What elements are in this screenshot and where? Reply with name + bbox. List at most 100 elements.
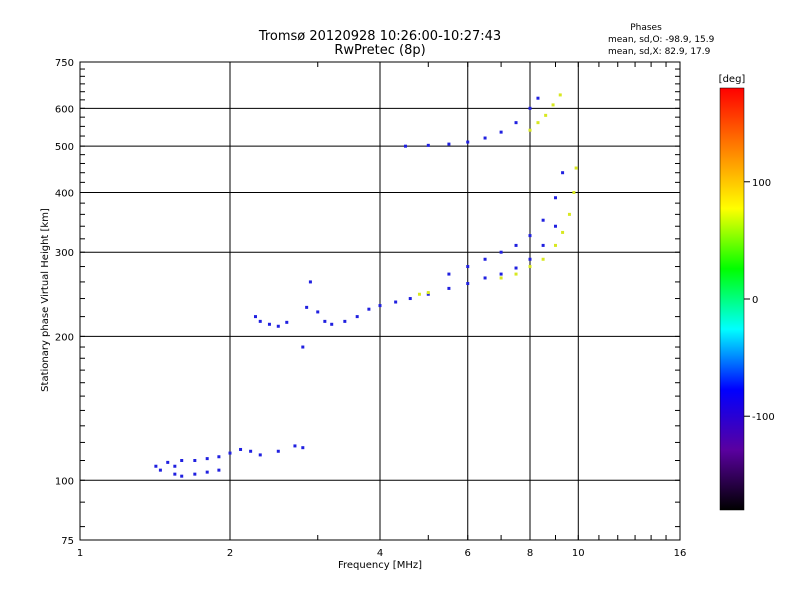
data-point xyxy=(173,464,177,468)
y-tick-label: 400 xyxy=(55,188,74,199)
data-point xyxy=(567,212,571,216)
data-point xyxy=(258,319,262,323)
data-point xyxy=(528,234,532,238)
data-point xyxy=(417,292,421,296)
chart-title: Tromsø 20120928 10:26:00-10:27:43 xyxy=(258,29,501,44)
data-point xyxy=(541,243,545,247)
axis-ticks: 1 2 4 6 8 10 16 75 100 200 300 400 500 600 750 xyxy=(55,58,686,559)
data-point xyxy=(499,250,503,254)
data-point xyxy=(561,171,565,175)
data-point xyxy=(367,307,371,311)
data-point xyxy=(514,272,518,276)
data-point xyxy=(173,472,177,476)
data-point xyxy=(253,315,257,319)
data-point xyxy=(276,449,280,453)
data-point xyxy=(447,272,451,276)
data-point xyxy=(308,280,312,284)
grid-lines xyxy=(80,62,680,540)
data-point xyxy=(541,257,545,261)
data-point xyxy=(528,128,532,132)
x-tick-label: 4 xyxy=(377,548,383,559)
colorbar-label: [deg] xyxy=(719,74,746,85)
data-point xyxy=(267,322,271,326)
x-tick-label: 16 xyxy=(674,548,687,559)
data-point xyxy=(483,276,487,280)
data-point xyxy=(553,224,557,228)
data-point xyxy=(258,453,262,457)
colorbar-tick-label: -100 xyxy=(752,412,775,423)
data-point xyxy=(394,300,398,304)
y-tick-label: 300 xyxy=(55,248,74,259)
data-point xyxy=(205,470,209,474)
data-point xyxy=(447,286,451,290)
y-axis-label: Stationary phase Virtual Height [km] xyxy=(40,208,51,392)
data-point xyxy=(528,265,532,269)
data-point xyxy=(466,282,470,286)
data-point xyxy=(330,322,334,326)
data-point xyxy=(466,140,470,144)
data-point xyxy=(561,230,565,234)
y-tick-label: 750 xyxy=(55,58,74,69)
x-tick-label: 6 xyxy=(465,548,471,559)
data-point xyxy=(180,458,184,462)
data-point xyxy=(193,472,197,476)
data-point xyxy=(355,315,359,319)
data-point xyxy=(447,142,451,146)
x-tick-label: 10 xyxy=(572,548,585,559)
data-point xyxy=(483,257,487,261)
colorbar-tick-label: 0 xyxy=(752,295,758,306)
data-point xyxy=(205,457,209,461)
data-point xyxy=(305,305,309,309)
data-point xyxy=(403,144,407,148)
data-points xyxy=(154,93,578,478)
data-point xyxy=(558,93,562,97)
y-tick-label: 75 xyxy=(61,536,74,547)
data-point xyxy=(544,113,548,117)
data-point xyxy=(499,272,503,276)
data-point xyxy=(536,96,540,100)
data-point xyxy=(541,218,545,222)
y-tick-label: 500 xyxy=(55,142,74,153)
colorbar-ticks: -100 0 100 xyxy=(744,178,775,423)
data-point xyxy=(499,130,503,134)
data-point xyxy=(323,319,327,323)
chart-subtitle: RwPretec (8p) xyxy=(334,43,425,58)
data-point xyxy=(239,447,243,451)
data-point xyxy=(499,276,503,280)
data-point xyxy=(293,444,297,448)
data-point xyxy=(180,474,184,478)
y-tick-label: 100 xyxy=(55,476,74,487)
data-point xyxy=(217,468,221,472)
data-point xyxy=(551,103,555,107)
data-point xyxy=(343,319,347,323)
x-axis-label: Frequency [MHz] xyxy=(338,560,422,571)
data-point xyxy=(426,143,430,147)
data-point xyxy=(158,468,162,472)
data-point xyxy=(528,106,532,110)
data-point xyxy=(528,257,532,261)
data-point xyxy=(536,121,540,125)
data-point xyxy=(553,196,557,200)
data-point xyxy=(378,304,382,308)
data-point xyxy=(483,136,487,140)
data-point xyxy=(301,345,305,349)
data-point xyxy=(466,265,470,269)
colorbar xyxy=(719,87,745,511)
data-point xyxy=(426,292,430,296)
data-point xyxy=(514,121,518,125)
data-point xyxy=(228,451,232,455)
data-point xyxy=(276,324,280,328)
x-tick-label: 8 xyxy=(527,548,533,559)
data-point xyxy=(572,190,576,194)
data-point xyxy=(514,266,518,270)
data-point xyxy=(193,458,197,462)
y-tick-label: 600 xyxy=(55,104,74,115)
data-point xyxy=(217,455,221,459)
data-point xyxy=(285,320,289,324)
x-tick-label: 2 xyxy=(227,548,233,559)
data-point xyxy=(166,460,170,464)
data-point xyxy=(301,446,305,450)
phases-o-stats: mean, sd,O: -98.9, 15.9 xyxy=(608,35,715,45)
data-point xyxy=(426,291,430,295)
